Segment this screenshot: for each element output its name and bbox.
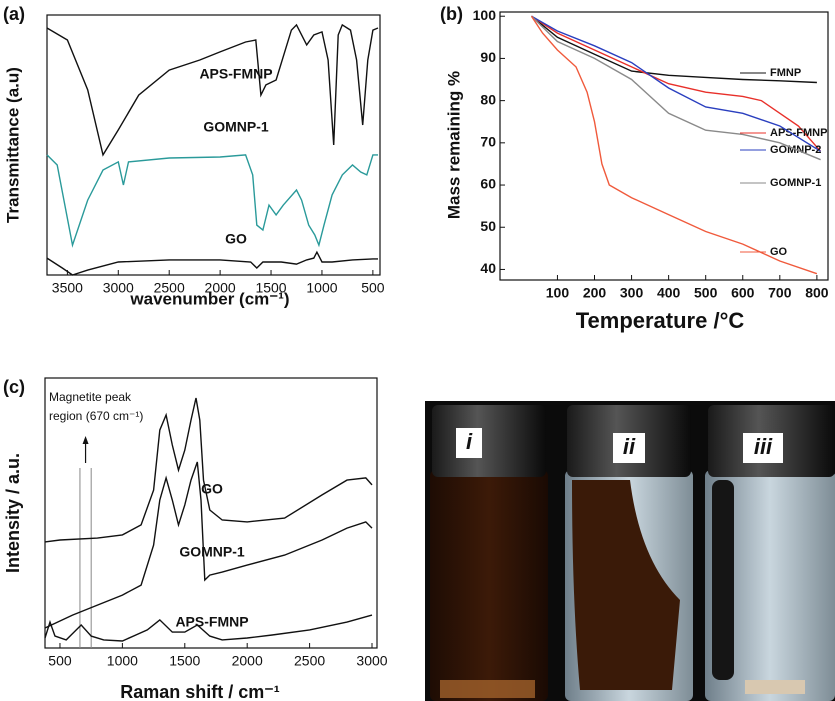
series-label: GO xyxy=(201,481,223,497)
plot-frame xyxy=(44,377,378,649)
x-tick-label: 1000 xyxy=(306,280,337,296)
x-tick-label: 300 xyxy=(620,285,644,301)
y-axis-label: Intensity / a.u. xyxy=(3,453,23,573)
x-tick-label: 700 xyxy=(768,285,792,301)
series-line xyxy=(530,15,818,275)
series-label: GOMNP-1 xyxy=(770,177,821,189)
x-tick-label: 3500 xyxy=(52,280,83,296)
series-line xyxy=(46,250,378,276)
x-tick-label: 3000 xyxy=(356,653,387,669)
series-line xyxy=(531,15,821,152)
x-tick-label: 500 xyxy=(361,280,385,296)
x-tick-label: 600 xyxy=(731,285,755,301)
vial xyxy=(705,470,835,701)
series-label: APS-FMNP xyxy=(175,614,248,630)
plot-frame xyxy=(46,14,381,276)
x-tick-label: 200 xyxy=(583,285,607,301)
vial-label: iii xyxy=(754,434,773,459)
series-label: FMNP xyxy=(770,67,801,79)
x-tick-label: 2000 xyxy=(232,653,263,669)
x-axis-label: Raman shift / cm⁻¹ xyxy=(120,682,280,701)
vial-cap xyxy=(432,405,546,477)
sediment xyxy=(440,680,535,698)
series-label: GOMNP-1 xyxy=(179,544,245,560)
x-axis-label: Temperature /°C xyxy=(576,308,745,333)
series-line xyxy=(46,23,379,157)
series-line xyxy=(44,614,373,642)
annotation: Magnetite peak xyxy=(49,390,132,404)
x-tick-label: 1500 xyxy=(255,280,286,296)
x-tick-label: 500 xyxy=(48,653,72,669)
x-tick-label: 1500 xyxy=(169,653,200,669)
x-tick-label: 2000 xyxy=(205,280,236,296)
y-axis-label: Transmittance (a.u) xyxy=(3,67,22,223)
annotation-arrowhead xyxy=(82,436,89,444)
y-tick-label: 90 xyxy=(480,49,496,65)
plot-frame xyxy=(499,11,829,281)
series-label: APS-FMNP xyxy=(199,66,272,82)
x-tick-label: 2500 xyxy=(294,653,325,669)
panel-label: (c) xyxy=(3,377,25,397)
y-tick-label: 50 xyxy=(480,218,496,234)
x-tick-label: 500 xyxy=(694,285,718,301)
vial-residue xyxy=(712,480,734,680)
series-label: APS-FMNP xyxy=(770,127,827,139)
vial-label-box xyxy=(456,428,482,458)
vial xyxy=(430,470,548,701)
y-tick-label: 70 xyxy=(480,134,496,150)
vial-label: ii xyxy=(623,434,636,459)
series-line xyxy=(531,15,822,152)
x-axis-label: wavenumber (cm⁻¹) xyxy=(129,289,289,308)
x-tick-label: 400 xyxy=(657,285,681,301)
vial-label-box xyxy=(613,433,645,463)
y-tick-label: 80 xyxy=(480,91,496,107)
sediment xyxy=(745,680,805,694)
series-line xyxy=(531,15,821,161)
panel-label: (b) xyxy=(440,4,463,24)
x-tick-label: 100 xyxy=(546,285,570,301)
x-tick-label: 800 xyxy=(805,285,829,301)
vial-label: i xyxy=(466,429,473,454)
vial-residue xyxy=(572,480,680,690)
x-tick-label: 3000 xyxy=(103,280,134,296)
annotation: region (670 cm⁻¹) xyxy=(49,409,143,423)
y-tick-label: 40 xyxy=(480,260,496,276)
series-label: GO xyxy=(770,246,788,258)
y-tick-label: 60 xyxy=(480,176,496,192)
series-line xyxy=(44,397,373,543)
vial-label-box xyxy=(743,433,783,463)
series-label: GOMNP-1 xyxy=(203,119,269,135)
x-tick-label: 2500 xyxy=(154,280,185,296)
photo-panel: i ii iii xyxy=(425,401,835,701)
x-tick-label: 1000 xyxy=(107,653,138,669)
y-axis-label: Mass remaining % xyxy=(444,71,463,219)
series-line xyxy=(531,15,817,84)
series-line xyxy=(46,154,378,248)
series-line xyxy=(44,461,373,629)
series-label: GO xyxy=(225,231,247,247)
y-tick-label: 100 xyxy=(473,7,497,23)
panel-label: (a) xyxy=(3,4,25,24)
